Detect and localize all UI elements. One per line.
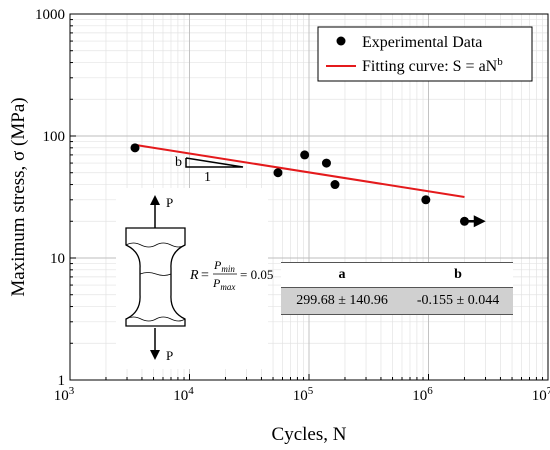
x-tick-label: 106: [412, 385, 433, 404]
fit-table-value-b: -0.155 ± 0.044: [403, 287, 513, 315]
legend-marker-experimental: [336, 36, 346, 46]
legend-label-fitting-main: Fitting curve: S = aN: [362, 58, 498, 75]
fit-table-header-b: b: [403, 262, 513, 288]
x-tick-label-exponent: 7: [547, 385, 550, 397]
r-num-symbol: P: [213, 258, 222, 272]
y-axis-title: Maximum stress, σ (MPa): [8, 97, 29, 296]
legend-label-fitting-sup: b: [497, 56, 503, 68]
x-axis-title: Cycles, N: [272, 424, 347, 445]
x-tick-label-base: 10: [532, 388, 547, 404]
r-ratio-denominator: Pmax: [212, 276, 235, 292]
data-point: [273, 168, 283, 178]
x-tick-label-exponent: 6: [427, 385, 433, 397]
r-ratio-equals: =: [201, 268, 209, 283]
x-tick-label: 107: [532, 385, 550, 404]
x-tick-label-exponent: 4: [188, 385, 194, 397]
y-tick-label: 1: [58, 373, 66, 389]
slope-b-label: b: [175, 155, 182, 170]
runout-arrowhead: [473, 215, 486, 228]
x-tick-label: 105: [293, 385, 314, 404]
r-den-symbol: P: [212, 276, 221, 290]
r-ratio-rhs: = 0.05: [240, 267, 273, 282]
specimen-inset: P P R = Pmin Pmax = 0.05: [116, 188, 273, 369]
legend-box: [317, 26, 533, 82]
legend-label-fitting: Fitting curve: S = aNb: [362, 56, 503, 75]
x-tick-label: 104: [173, 385, 194, 404]
load-arrowhead-bottom: [150, 350, 160, 360]
x-tick-label-base: 10: [173, 388, 188, 404]
data-point: [330, 180, 340, 190]
r-den-sub: max: [220, 282, 235, 292]
data-point: [321, 158, 331, 168]
y-tick-label: 100: [43, 129, 66, 145]
load-label-bottom: P: [166, 348, 173, 363]
experimental-points: [130, 143, 431, 205]
fit-table-header-a: a: [281, 262, 404, 288]
slope-triangle-shape: [185, 157, 244, 168]
fitting-curve-line: [134, 143, 465, 198]
fit-table-value-a: 299.68 ± 140.96: [281, 287, 404, 315]
r-num-sub: min: [221, 264, 235, 274]
fit-table-header-row: a b: [281, 262, 513, 288]
grip-wave-bottom: [125, 316, 186, 322]
x-tick-label-base: 10: [412, 388, 427, 404]
data-point: [130, 143, 140, 153]
x-tick-labels: 103 104 105 106 107: [54, 385, 550, 404]
y-tick-label: 1000: [35, 7, 65, 23]
x-tick-label: 103: [54, 385, 75, 404]
load-arrowhead-top: [150, 195, 160, 205]
load-label-top: P: [166, 195, 173, 210]
slope-run-label: 1: [204, 170, 211, 185]
slope-triangle: b 1: [175, 155, 244, 185]
specimen-shape: [125, 227, 186, 327]
x-tick-label-base: 10: [293, 388, 308, 404]
x-tick-label-exponent: 5: [308, 385, 314, 397]
grip-wave-top: [125, 242, 186, 248]
y-tick-labels: 1 10 100 1000: [35, 7, 65, 389]
legend-label-experimental: Experimental Data: [362, 34, 482, 51]
axis-ticks: [69, 13, 549, 381]
legend: Experimental Data Fitting curve: S = aNb: [317, 26, 533, 82]
crack-wave: [139, 272, 172, 276]
fit-table-value-row: 299.68 ± 140.96 -0.155 ± 0.044: [281, 287, 513, 315]
data-point: [300, 150, 310, 160]
fit-parameters-table: a b 299.68 ± 140.96 -0.155 ± 0.044: [281, 262, 513, 315]
y-tick-label: 10: [50, 251, 65, 267]
x-tick-label-exponent: 3: [69, 385, 75, 397]
data-point: [421, 195, 431, 205]
x-tick-label-base: 10: [54, 388, 69, 404]
r-ratio-lhs: R: [189, 268, 199, 283]
runout-marker: [459, 215, 486, 228]
r-ratio-numerator: Pmin: [213, 258, 235, 274]
